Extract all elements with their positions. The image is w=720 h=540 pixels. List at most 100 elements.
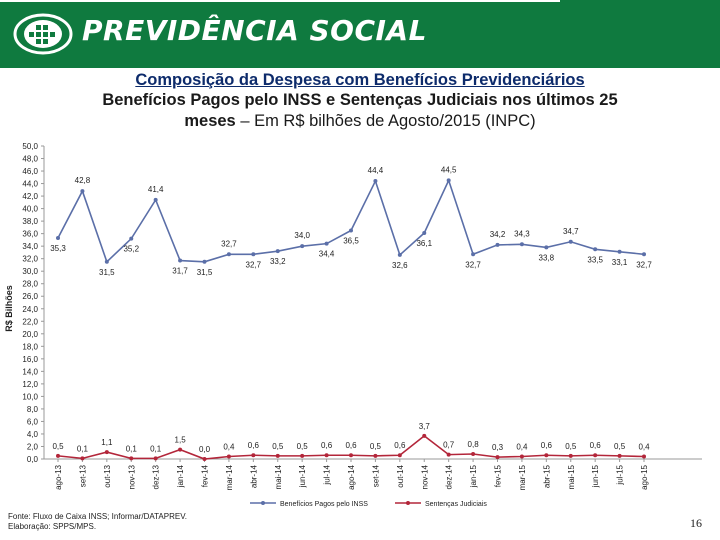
beneficios-data-label: 36,1 [416, 239, 432, 248]
beneficios-data-label: 31,5 [99, 268, 115, 277]
chart-subtitle-line3-rest: – Em R$ bilhões de Agosto/2015 (INPC) [235, 112, 536, 130]
sentencas-point [642, 454, 646, 459]
y-tick-label: 20,0 [22, 330, 38, 339]
sentencas-data-label: 0,7 [443, 441, 455, 450]
x-tick-label: mar-15 [518, 464, 527, 490]
beneficios-data-label: 35,3 [50, 244, 66, 253]
x-tick-label: dez-13 [152, 464, 161, 489]
beneficios-data-label: 41,4 [148, 185, 164, 194]
beneficios-data-label: 33,8 [539, 253, 555, 262]
header-stripe [0, 0, 560, 2]
sentencas-data-label: 3,7 [419, 422, 431, 431]
beneficios-data-label: 34,7 [563, 227, 579, 236]
sentencas-point [300, 453, 305, 458]
legend-marker [406, 501, 410, 505]
x-tick-label: nov-13 [127, 464, 136, 489]
sentencas-point [324, 453, 329, 458]
beneficios-data-label: 33,2 [270, 257, 286, 266]
sentencas-point [202, 457, 207, 461]
beneficios-point [251, 252, 256, 257]
sentencas-data-label: 0,1 [77, 444, 89, 453]
sentencas-data-label: 0,6 [394, 441, 406, 450]
sentencas-data-label: 0,4 [638, 442, 650, 451]
beneficios-data-label: 34,2 [490, 230, 506, 239]
x-tick-label: out-14 [396, 464, 405, 487]
beneficios-point [202, 259, 207, 264]
legend-label: Benefícios Pagos pelo INSS [280, 501, 368, 508]
y-tick-label: 14,0 [22, 367, 38, 376]
beneficios-data-label: 33,5 [587, 255, 603, 264]
x-tick-label: set-14 [371, 464, 380, 487]
beneficios-data-label: 32,7 [221, 239, 237, 248]
sentencas-point [373, 453, 378, 458]
x-tick-label: set-13 [78, 464, 87, 487]
sentencas-data-label: 0,0 [199, 445, 211, 454]
sentencas-data-label: 0,3 [492, 443, 504, 452]
y-tick-label: 28,0 [22, 280, 38, 289]
x-tick-label: abr-14 [249, 464, 258, 488]
line-chart: 0,0 2,0 4,0 6,0 8,0 10,0 12,0 14,0 16,0 18,0 20,0 2… [4, 142, 702, 508]
legend-label: Sentenças Judiciais [425, 501, 487, 508]
y-tick-label: 22,0 [22, 317, 38, 326]
x-tick-label: jun-14 [298, 464, 307, 488]
y-tick-label: 16,0 [22, 355, 38, 364]
beneficios-point [544, 245, 549, 250]
y-tick-label: 34,0 [22, 242, 38, 251]
y-tick-label: 12,0 [22, 380, 38, 389]
sentencas-data-label: 1,1 [101, 438, 113, 447]
y-tick-label: 0,0 [27, 455, 39, 464]
y-tick-label: 40,0 [22, 205, 38, 214]
beneficios-point [422, 231, 427, 236]
chart-subtitle: Benefícios Pagos pelo INSS e Sentenças J… [40, 90, 680, 132]
x-tick-label: jun-15 [591, 464, 600, 488]
y-axis-label: R$ Bilhões [4, 285, 14, 332]
sentencas-point [495, 455, 500, 460]
x-tick-label: mar-14 [225, 464, 234, 490]
sentencas-point [349, 453, 353, 458]
x-tick-label: jul-15 [616, 464, 625, 485]
y-tick-label: 4,0 [27, 430, 39, 439]
sentencas-point [544, 453, 549, 458]
beneficios-point [226, 252, 231, 257]
y-tick-label: 24,0 [22, 305, 38, 314]
previdencia-logo-icon [13, 13, 73, 55]
y-tick-label: 2,0 [27, 442, 39, 451]
page-number: 16 [690, 516, 702, 530]
x-tick-label: ago-13 [54, 464, 63, 489]
beneficios-point [593, 247, 598, 252]
header-banner: PREVIDÊNCIA SOCIAL [0, 0, 720, 68]
y-tick-label: 36,0 [22, 230, 38, 239]
legend-marker [261, 501, 265, 505]
x-tick-label: fev-14 [201, 464, 210, 487]
beneficios-data-label: 35,2 [123, 245, 139, 254]
x-tick-label: abr-15 [542, 464, 551, 488]
y-tick-label: 8,0 [27, 405, 39, 414]
sentencas-point [568, 453, 573, 458]
y-tick-label: 10,0 [22, 392, 38, 401]
x-tick-label: ago-15 [640, 464, 649, 489]
chart-subtitle-line2: Benefícios Pagos pelo INSS e Sentenças J… [102, 91, 618, 109]
x-tick-label: nov-14 [420, 464, 429, 489]
x-tick-label: mai-14 [274, 464, 283, 489]
beneficios-point [373, 179, 378, 184]
sentencas-point [446, 452, 451, 457]
sentencas-point [519, 454, 524, 459]
sentencas-point [104, 450, 109, 455]
beneficios-point [275, 249, 280, 254]
beneficios-point [178, 258, 183, 263]
beneficios-point [446, 178, 451, 183]
sentencas-data-label: 0,5 [614, 442, 626, 451]
sentencas-data-label: 0,5 [370, 442, 382, 451]
beneficios-point [519, 242, 524, 247]
x-tick-label: jan-14 [176, 464, 185, 488]
footer: Fonte: Fluxo de Caixa INSS; Informar/DAT… [8, 512, 187, 532]
sentencas-data-label: 0,6 [590, 441, 602, 450]
beneficios-data-label: 34,0 [294, 231, 310, 240]
sentencas-data-label: 0,4 [516, 442, 528, 451]
beneficios-data-label: 32,6 [392, 261, 408, 270]
footer-elaboration: Elaboração: SPPS/MPS. [8, 522, 97, 531]
sentencas-data-label: 0,6 [248, 441, 260, 450]
y-tick-label: 26,0 [22, 292, 38, 301]
beneficios-point [471, 252, 476, 257]
chart-titles: Composição da Despesa com Benefícios Pre… [40, 70, 680, 132]
